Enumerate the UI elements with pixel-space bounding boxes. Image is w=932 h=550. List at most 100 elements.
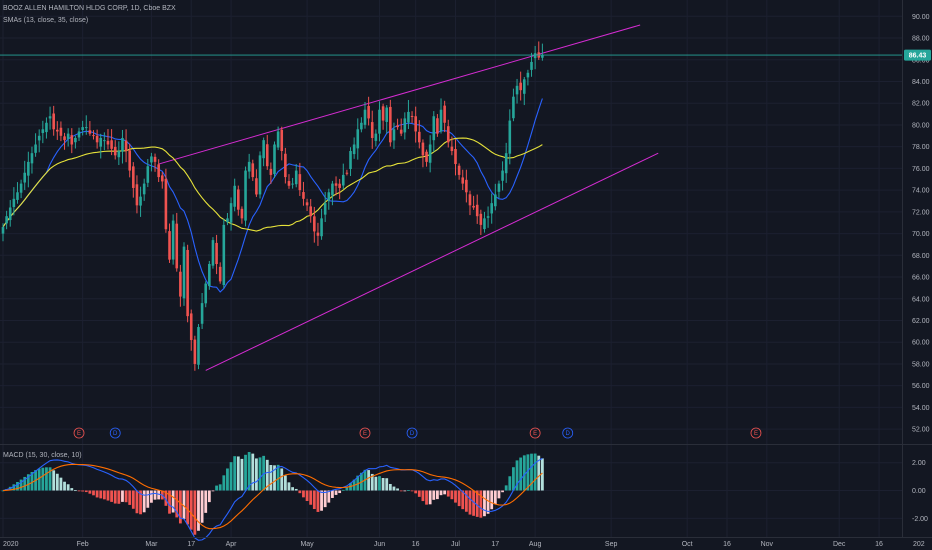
macd-histogram-bar bbox=[222, 475, 226, 491]
macd-histogram-bar bbox=[294, 488, 298, 491]
candle-body bbox=[197, 327, 200, 365]
price-tick-label: 82.00 bbox=[912, 101, 930, 108]
dividend-marker[interactable]: D bbox=[562, 427, 574, 439]
macd-histogram-bar bbox=[320, 490, 323, 511]
macd-histogram-bar bbox=[157, 490, 161, 500]
price-tick-label: 72.00 bbox=[912, 209, 930, 216]
macd-histogram-bar bbox=[385, 478, 389, 491]
candle-body bbox=[407, 111, 410, 123]
time-tick-label: Nov bbox=[761, 541, 774, 548]
candle-body bbox=[81, 127, 84, 131]
candle-body bbox=[8, 207, 12, 221]
macd-histogram-bar bbox=[153, 490, 157, 500]
macd-histogram-bar bbox=[142, 490, 146, 513]
macd-histogram-bar bbox=[370, 473, 374, 491]
price-tick-label: 86.00 bbox=[912, 57, 930, 64]
macd-histogram-bar bbox=[204, 490, 208, 513]
sma-35-line bbox=[2, 137, 543, 232]
macd-histogram-bar bbox=[327, 490, 331, 503]
candle-body bbox=[164, 178, 168, 230]
macd-histogram-bar bbox=[66, 484, 70, 491]
macd-histogram-bar bbox=[255, 458, 258, 491]
candle-body bbox=[135, 184, 139, 206]
candle-body bbox=[258, 155, 262, 195]
macd-histogram-bar bbox=[37, 468, 41, 491]
macd-histogram-bar bbox=[218, 484, 222, 491]
chart-title[interactable]: BOOZ ALLEN HAMILTON HLDG CORP, 1D, Cboe … bbox=[3, 5, 176, 12]
dividend-marker[interactable]: D bbox=[406, 427, 418, 439]
time-tick-label: 16 bbox=[723, 541, 731, 548]
macd-histogram-bar bbox=[12, 484, 16, 491]
macd-histogram-bar bbox=[207, 490, 211, 503]
macd-histogram-bar bbox=[341, 489, 345, 491]
candle-body bbox=[110, 140, 113, 149]
candle-body bbox=[454, 149, 457, 165]
macd-axis[interactable]: 2.00 0.00 -2.00 bbox=[912, 460, 928, 523]
time-tick-label: Dec bbox=[833, 541, 846, 548]
candle-body bbox=[494, 194, 497, 207]
macd-legend[interactable]: MACD (15, 30, close, 10) bbox=[3, 452, 82, 459]
price-axis[interactable]: 52.00 54.00 56.00 58.00 60.00 62.00 64.00 66.00… bbox=[912, 14, 930, 434]
dividend-marker-circle bbox=[562, 427, 574, 439]
time-axis[interactable]: 2020 Feb Mar 17 Apr May Jun 16 Jul 17 Aug Sep Oct 16 N… bbox=[3, 541, 925, 548]
candle-body bbox=[95, 135, 99, 143]
candle-body bbox=[378, 109, 381, 134]
earnings-marker[interactable]: E bbox=[529, 427, 541, 439]
candle-body bbox=[519, 82, 522, 91]
macd-histogram-bar bbox=[356, 475, 360, 491]
macd-histogram-bar bbox=[468, 490, 472, 515]
macd-histogram-bar bbox=[287, 482, 291, 491]
candle-body bbox=[399, 129, 403, 134]
earnings-marker-label: E bbox=[363, 431, 367, 437]
macd-histogram-bar bbox=[45, 467, 48, 491]
candle-body bbox=[483, 218, 486, 230]
candle-body bbox=[99, 137, 103, 147]
macd-histogram-bar bbox=[432, 490, 436, 500]
time-tick-label: Aug bbox=[529, 541, 542, 548]
candle-body bbox=[396, 125, 399, 128]
earnings-marker[interactable]: E bbox=[73, 427, 85, 439]
macd-histogram-bar bbox=[215, 485, 218, 491]
time-tick-label: Mar bbox=[145, 541, 158, 548]
time-tick-label: 16 bbox=[875, 541, 883, 548]
macd-histogram-bar bbox=[146, 490, 150, 508]
earnings-marker[interactable]: E bbox=[750, 427, 762, 439]
candle-body bbox=[479, 213, 483, 225]
macd-histogram-bar bbox=[443, 490, 447, 495]
macd-histogram-bar bbox=[504, 485, 508, 491]
earnings-marker[interactable]: E bbox=[359, 427, 371, 439]
macd-line bbox=[2, 457, 543, 541]
dividend-marker[interactable]: D bbox=[109, 427, 121, 439]
candle-body bbox=[475, 204, 479, 217]
macd-histogram-bar bbox=[251, 453, 255, 491]
candle-body bbox=[316, 232, 320, 236]
candle-body bbox=[1, 227, 5, 234]
macd-histogram-bar bbox=[334, 490, 338, 495]
time-tick-label: Sep bbox=[605, 541, 618, 548]
macd-histogram-bar bbox=[211, 490, 215, 492]
candle-body bbox=[193, 339, 197, 364]
candle-body bbox=[5, 216, 8, 224]
macd-histogram-bar bbox=[247, 452, 251, 491]
earnings-marker-circle bbox=[529, 427, 541, 439]
macd-histogram-bar bbox=[522, 455, 526, 491]
candle-body bbox=[356, 129, 360, 149]
candle-body bbox=[121, 137, 124, 152]
macd-histogram-bar bbox=[41, 467, 45, 491]
macd-histogram-bar bbox=[273, 465, 276, 491]
candle-body bbox=[226, 218, 229, 223]
macd-histogram-bar bbox=[226, 468, 229, 491]
candle-body bbox=[526, 72, 530, 78]
candle-body bbox=[229, 203, 233, 223]
candle-body bbox=[323, 203, 327, 215]
sma-legend[interactable]: SMAs (13, close, 35, close) bbox=[3, 17, 89, 24]
macd-histogram-bar bbox=[399, 490, 403, 492]
candle-body bbox=[360, 122, 363, 130]
candle-body bbox=[294, 170, 298, 185]
candle-body bbox=[309, 206, 312, 217]
candle-body bbox=[74, 137, 77, 143]
candle-body bbox=[273, 144, 276, 175]
candle-body bbox=[52, 113, 55, 130]
